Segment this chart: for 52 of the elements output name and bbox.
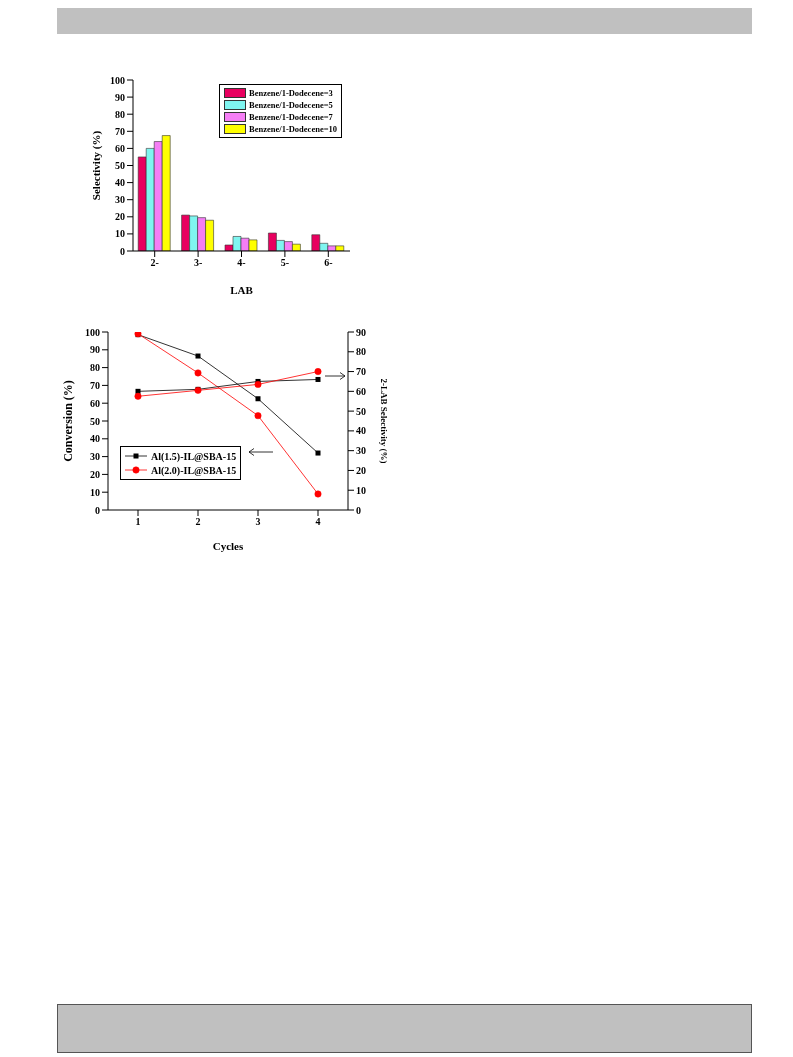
x-tick-label: 5- [280,257,290,269]
y2-tick-label: 70 [356,366,366,378]
y-tick-label: 0 [95,504,100,516]
y-tick-label: 0 [120,245,125,257]
y-tick-label: 50 [90,415,100,427]
y2-tick-label: 0 [356,504,361,516]
y2-tick-label: 30 [356,445,366,457]
y-tick-label: 100 [110,74,125,86]
y2-tick-label: 60 [356,385,366,397]
y2-tick-label: 90 [356,326,366,338]
y-tick-label: 60 [115,142,125,154]
y-axis-title: Selectivity (%) [89,130,103,201]
x-tick-label: 2- [150,257,159,269]
legend-label: Benzene/1-Dodecene=7 [249,112,333,122]
legend-label: Benzene/1-Dodecene=5 [249,100,333,110]
x-tick-label: 3 [255,516,261,528]
x-tick-label: 6- [324,257,333,269]
y-tick-label: 80 [115,108,125,120]
y-tick-label: 90 [90,344,100,356]
y2-tick-label: 80 [356,346,366,358]
y2-tick-label: 50 [356,405,366,417]
y-tick-label: 20 [115,211,125,223]
y-tick-label: 10 [90,486,100,498]
legend-label: Al(1.5)-IL@SBA-15 [151,450,237,462]
x-axis-title: LAB [230,284,254,296]
y-tick-label: 70 [115,125,125,137]
legend-label: Benzene/1-Dodecene=10 [249,124,337,134]
y-tick-label: 60 [90,397,100,409]
x-axis-title: Cycles [212,540,244,552]
y2-axis-title: 2-LAB Selectivity (%) [378,378,389,464]
legend-label: Al(2.0)-IL@SBA-15 [151,464,237,476]
y-tick-label: 20 [90,468,100,480]
x-tick-label: 3- [193,257,203,269]
y-tick-label: 90 [115,91,125,103]
legend-label: Benzene/1-Dodecene=3 [249,88,333,98]
y-tick-label: 10 [115,228,125,240]
y-axis-title: Conversion (%) [61,380,76,462]
x-tick-label: 2 [195,516,201,528]
y2-tick-label: 40 [356,425,366,437]
y-tick-label: 100 [85,326,100,338]
x-tick-label: 1 [135,516,141,528]
y-tick-label: 40 [115,177,125,189]
y-tick-label: 40 [90,433,100,445]
y-tick-label: 80 [90,362,100,374]
y-tick-label: 50 [115,160,125,172]
y-tick-label: 30 [115,194,125,206]
y-tick-label: 30 [90,451,100,463]
y2-tick-label: 20 [356,464,366,476]
x-tick-label: 4 [315,516,321,528]
y-tick-label: 70 [90,379,100,391]
x-tick-label: 4- [237,257,246,269]
y2-tick-label: 10 [356,484,366,496]
